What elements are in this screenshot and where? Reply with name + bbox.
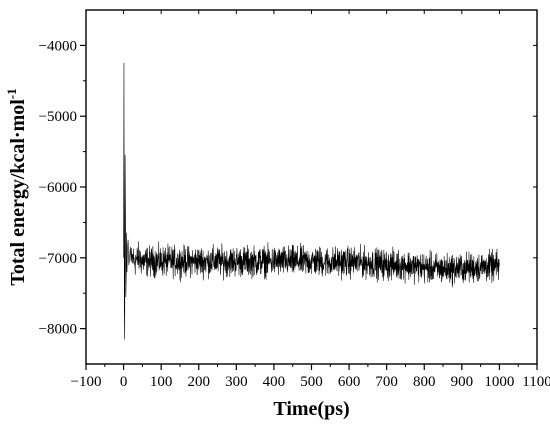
x-tick-label: 500: [300, 374, 323, 390]
y-tick-label: −5000: [39, 109, 77, 125]
energy-series-line: [123, 62, 500, 340]
x-tick-label: 700: [375, 374, 398, 390]
x-tick-label: 300: [225, 374, 248, 390]
x-tick-label: 600: [338, 374, 361, 390]
x-tick-label: −100: [71, 374, 102, 390]
ticks: −100 0 100 200 300 400 500 600 700 800 900 1000 1100…: [39, 10, 550, 390]
y-axis-title: Total energy/kcal·mol-1: [4, 88, 29, 285]
y-tick-label: −4000: [39, 38, 77, 54]
x-tick-label: 0: [120, 374, 128, 390]
y-tick-label: −8000: [39, 322, 77, 338]
x-tick-label: 200: [188, 374, 211, 390]
y-axis-title-superscript: -1: [4, 88, 19, 99]
x-tick-label: 100: [150, 374, 173, 390]
y-tick-label: −7000: [39, 251, 77, 267]
x-tick-label: 1100: [522, 374, 550, 390]
plot-frame: [85, 9, 538, 365]
series-layer: [123, 62, 500, 340]
x-tick-label: 900: [451, 374, 474, 390]
y-tick-label: −6000: [39, 180, 77, 196]
y-axis-title-main: Total energy/kcal·mol: [7, 99, 29, 286]
x-axis-title: Time(ps): [273, 398, 349, 420]
x-tick-label: 800: [413, 374, 436, 390]
x-tick-label: 400: [263, 374, 286, 390]
x-tick-label: 1000: [484, 374, 514, 390]
